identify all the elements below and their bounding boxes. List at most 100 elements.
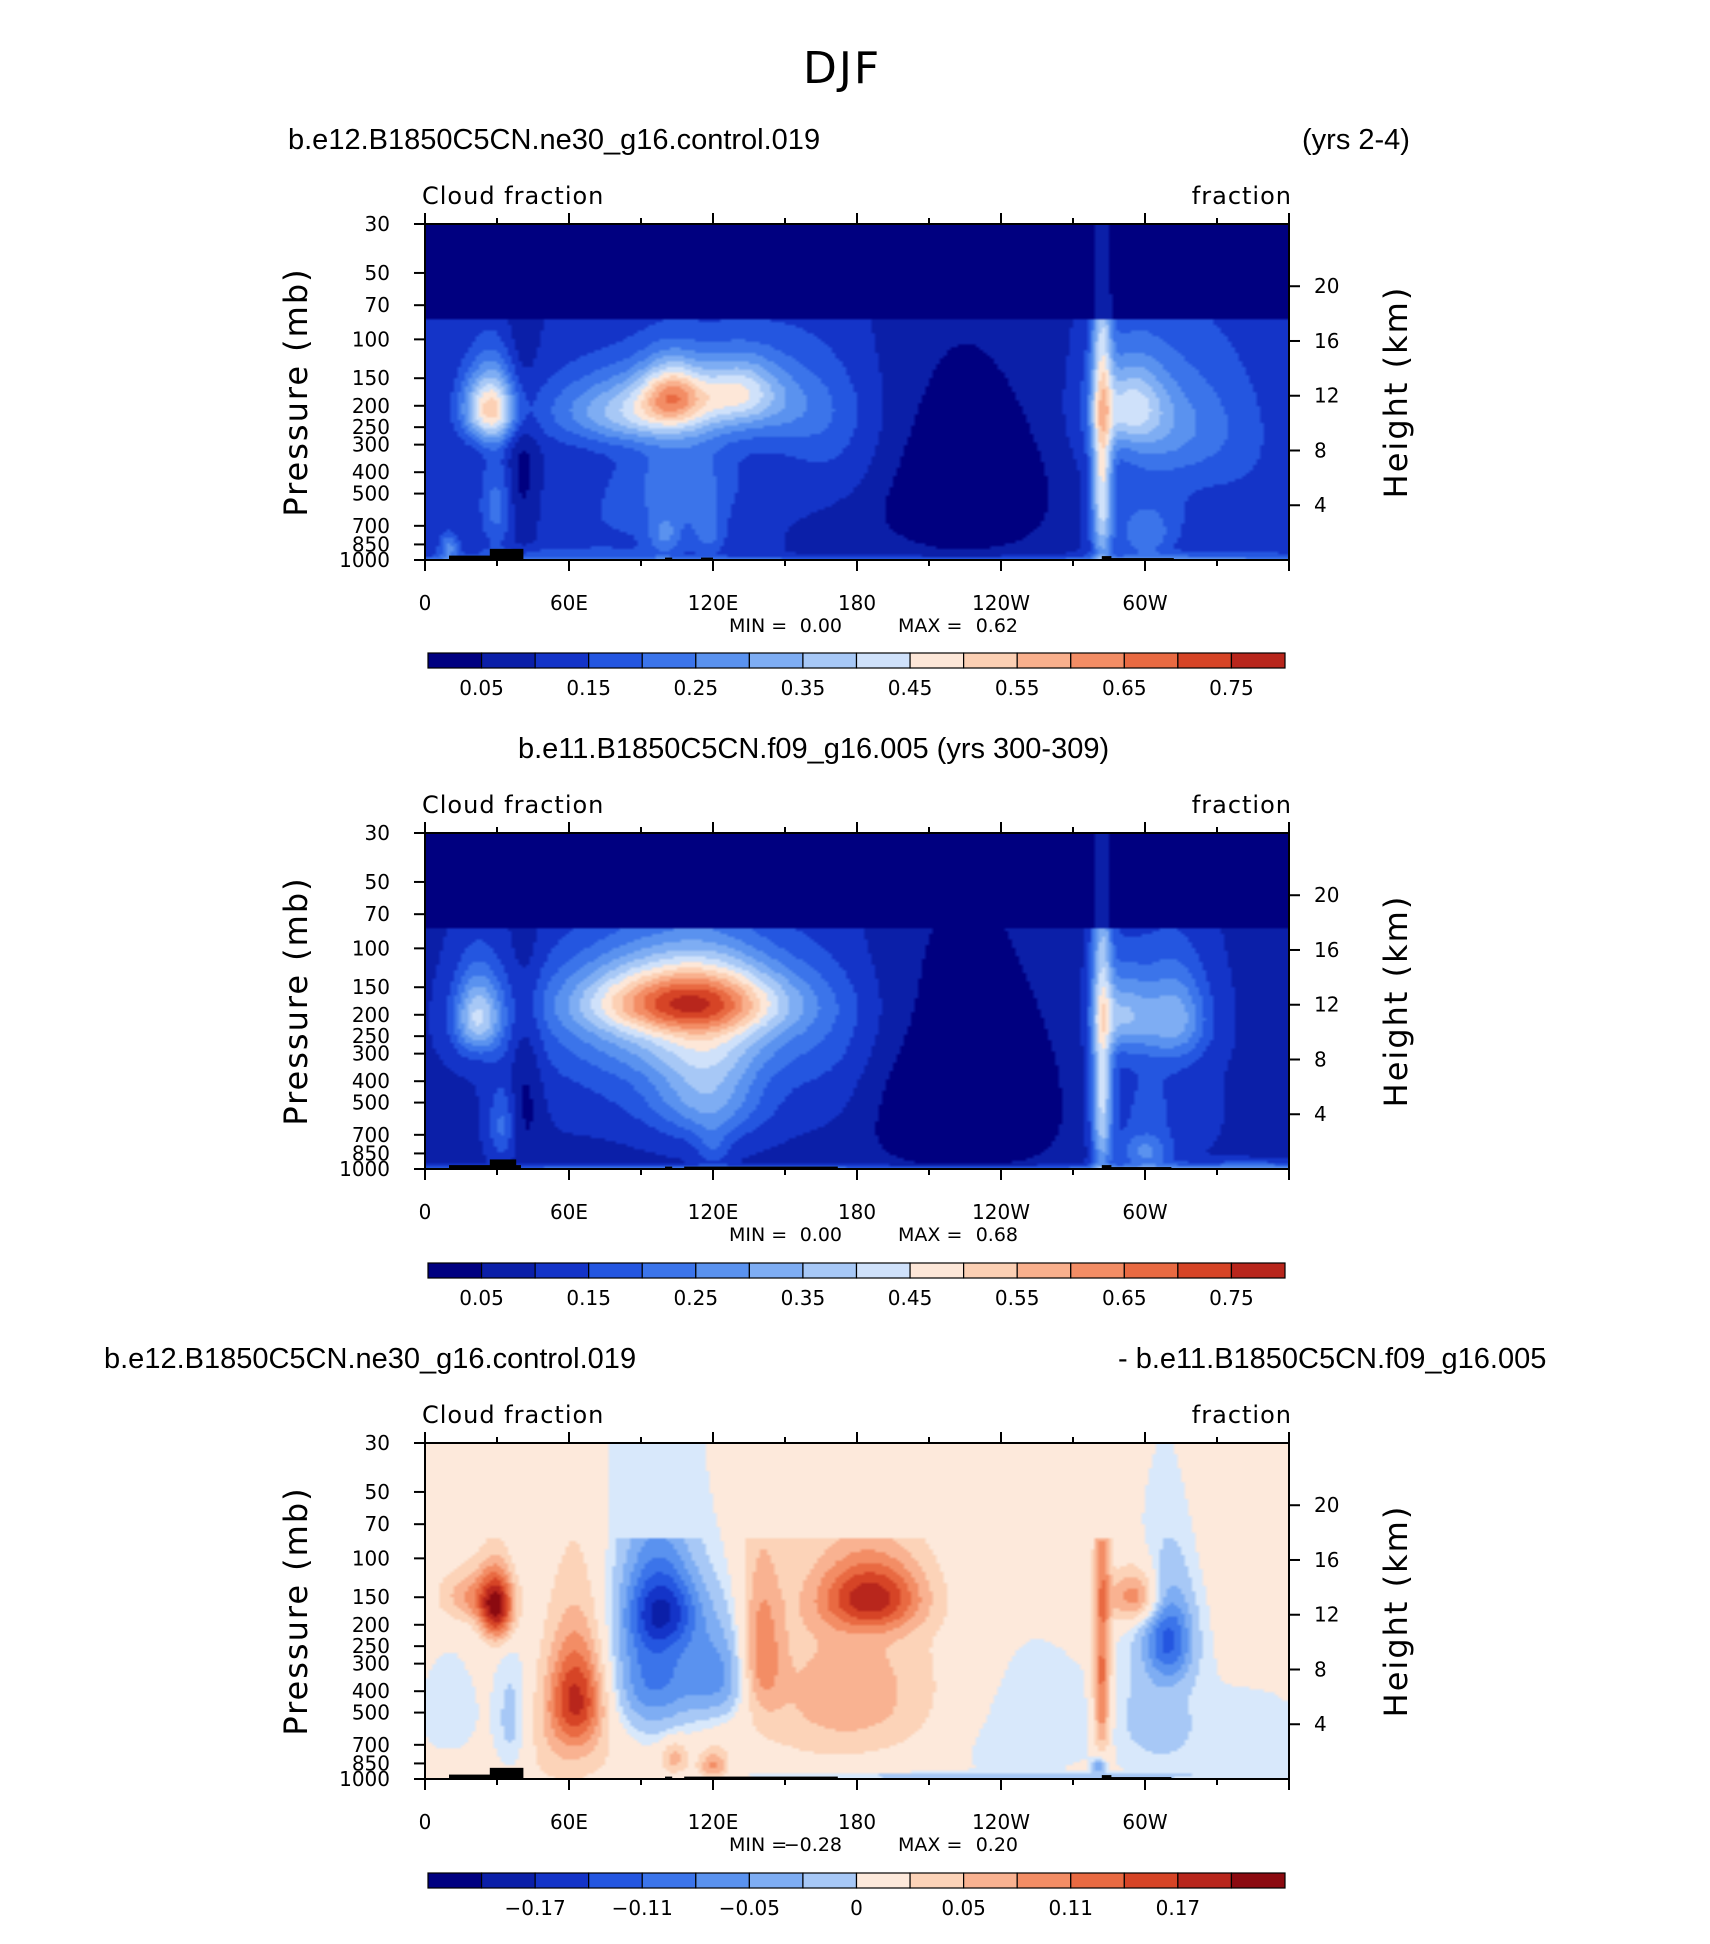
y-tick-label: 100 [352,936,390,960]
x-tick-label: 60W [1122,1810,1167,1834]
height-tick-label: 4 [1314,1102,1327,1126]
colorbar-swatch [909,1262,965,1279]
y-axis-label-right: Height (km) [1377,286,1415,499]
colorbar-swatch [1016,652,1072,669]
y-tick-label: 500 [352,482,390,506]
y-tick-label: 1000 [339,1767,390,1791]
min-label: MIN = [729,1224,787,1246]
x-tick-label: 120W [972,1200,1030,1224]
y-tick-label: 250 [352,1634,390,1658]
height-tick-label: 20 [1314,1493,1339,1517]
colorbar-swatch [1123,652,1179,669]
x-tick-label: 180 [838,591,876,615]
y-tick-label: 30 [365,212,390,236]
y-tick-label: 150 [352,366,390,390]
panel-3: 0 60E 120E 180 120W 60W3050701001502002503004… [277,1401,1415,1920]
min-value: −0.28 [784,1834,842,1856]
max-label: MAX = [898,1834,962,1856]
colorbar-swatch [1070,1872,1125,1889]
topography-0 [449,555,521,560]
y-axis-label-right: Height (km) [1377,895,1415,1108]
colorbar-label: −0.17 [504,1896,565,1920]
x-tick-label: 0 [419,591,432,615]
colorbar-swatch [1070,652,1125,669]
colorbar-swatch [909,1872,965,1889]
x-tick-label: 0 [419,1200,432,1224]
colorbar-swatch [802,652,858,669]
max-value: 0.68 [976,1224,1018,1246]
colorbar-swatch [695,1872,750,1889]
colorbar-swatch [748,1872,804,1889]
y-axis-label-right: Height (km) [1377,1505,1415,1718]
max-label: MAX = [898,615,962,637]
y-tick-label: 500 [352,1701,390,1725]
colorbar-label: 0.75 [1209,676,1254,700]
colorbar-swatch [480,1872,536,1889]
y-tick-label: 150 [352,1585,390,1609]
colorbar-swatch [1177,1262,1233,1279]
y-tick-label: 70 [365,293,390,317]
colorbar-label: 0.55 [995,1286,1040,1310]
colorbar-swatch [855,1262,911,1279]
y-tick-label: 700 [352,1123,390,1147]
colorbar-label: 0.15 [566,1286,611,1310]
colorbar-swatch [695,1262,750,1279]
colorbar-swatch [534,1872,590,1889]
colorbar-label: 0.25 [674,676,719,700]
topography-4 [1101,1775,1112,1779]
x-tick-label: 60E [550,1200,588,1224]
x-tick-label: 60E [550,1810,588,1834]
y-tick-label: 1000 [339,548,390,572]
height-tick-label: 4 [1314,493,1327,517]
colorbar-label: 0.15 [566,676,611,700]
y-tick-label: 200 [352,1613,390,1637]
topography-0 [449,1774,521,1779]
units-label: fraction [1192,791,1292,819]
colorbar-label: 0.35 [781,676,826,700]
x-tick-label: 60W [1122,591,1167,615]
y-tick-label: 150 [352,975,390,999]
colorbar-swatch [641,652,697,669]
panel1-title-right: (yrs 2-4) [1302,124,1410,156]
y-tick-label: 400 [352,1679,390,1703]
variable-label: Cloud fraction [422,1401,604,1429]
y-tick-label: 50 [365,1480,390,1504]
colorbar-label: 0.55 [995,676,1040,700]
colorbar-swatch [641,1262,697,1279]
contour-field [425,224,1289,560]
colorbar-label: 0.65 [1102,676,1147,700]
y-tick-label: 250 [352,415,390,439]
height-tick-label: 16 [1314,1548,1339,1572]
y-axis-label: Pressure (mb) [277,876,315,1125]
colorbar-swatch [1230,652,1286,669]
y-tick-label: 700 [352,1733,390,1757]
max-label: MAX = [898,1224,962,1246]
min-label: MIN = [729,615,787,637]
panel3-title-left: b.e12.B1850C5CN.ne30_g16.control.019 [104,1343,637,1375]
colorbar-swatch [963,652,1018,669]
y-tick-label: 700 [352,514,390,538]
colorbar-swatch [641,1872,697,1889]
colorbar-label: 0.05 [941,1896,986,1920]
y-tick-label: 30 [365,1431,390,1455]
y-tick-label: 70 [365,1512,390,1536]
y-tick-label: 850 [352,1751,390,1775]
topography-3 [684,1776,838,1779]
colorbar-label: 0.35 [781,1286,826,1310]
colorbar-swatch [695,652,750,669]
x-tick-label: 120E [688,591,739,615]
units-label: fraction [1192,1401,1292,1429]
colorbar-swatch [480,652,536,669]
colorbar-swatch [1016,1262,1072,1279]
units-label: fraction [1192,182,1292,210]
contour-field [425,833,1289,1169]
x-tick-label: 120W [972,591,1030,615]
topography-1 [489,548,524,560]
variable-label: Cloud fraction [422,182,604,210]
colorbar-label: 0.45 [888,1286,933,1310]
height-tick-label: 8 [1314,1047,1327,1071]
colorbar-swatch [1177,1872,1233,1889]
colorbar-label: 0.45 [888,676,933,700]
